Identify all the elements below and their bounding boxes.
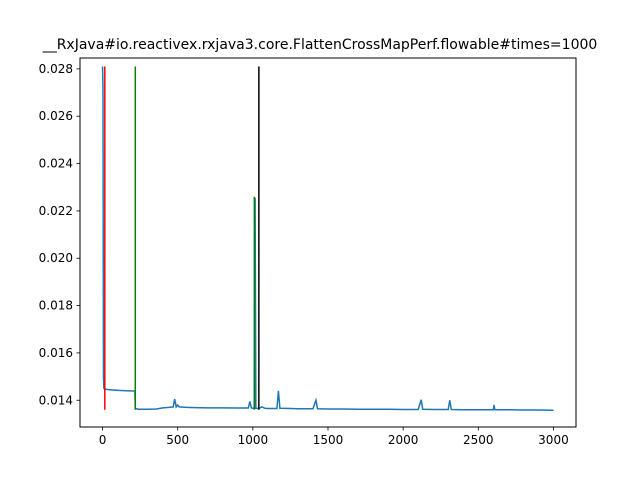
x-tick-label: 500 [166,433,189,447]
y-tick-label: 0.028 [39,62,73,76]
x-tick-label: 1000 [238,433,269,447]
x-tick-label: 1500 [313,433,344,447]
y-tick-label: 0.024 [39,157,73,171]
x-tick-label: 0 [99,433,107,447]
plot-area [101,66,554,411]
y-tick-label: 0.022 [39,204,73,218]
x-tick-label: 2000 [388,433,419,447]
y-axis: 0.014 0.016 0.018 0.020 0.022 0.024 0.026 0.028 [39,62,80,407]
y-tick-label: 0.018 [39,299,73,313]
chart-title: __RxJava#io.reactivex.rxjava3.core.Flatt… [42,37,598,53]
y-tick-label: 0.020 [39,251,73,265]
y-tick-label: 0.026 [39,109,73,123]
x-tick-label: 3000 [538,433,569,447]
x-tick-label: 2500 [463,433,494,447]
x-axis: 0 500 1000 1500 2000 2500 3000 [99,427,569,447]
y-tick-label: 0.014 [39,393,73,407]
y-tick-label: 0.016 [39,346,73,360]
